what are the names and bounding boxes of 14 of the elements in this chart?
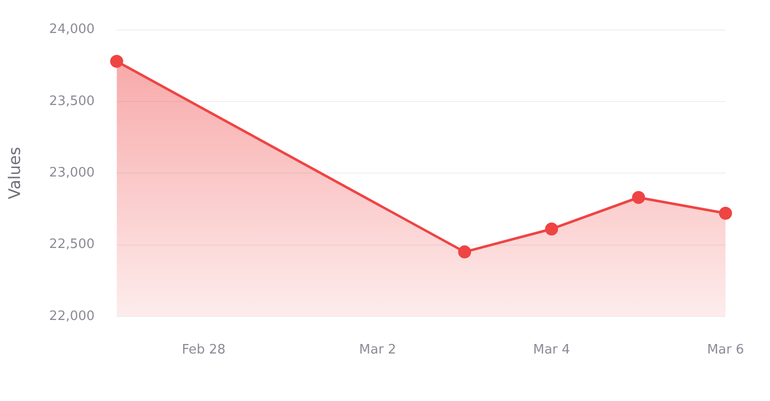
y-tick-label: 23,500 (49, 94, 95, 109)
point (632, 190, 646, 204)
y-tick-label: 23,000 (49, 165, 95, 180)
point (545, 222, 558, 236)
point (458, 245, 472, 258)
y-tick-label: 24,000 (49, 22, 95, 38)
y-tick-label: 22,500 (49, 237, 95, 252)
x-tick-label: Feb 28 (182, 342, 226, 358)
y-axis-title: Values (4, 146, 24, 200)
x-tick-label: Mar 6 (707, 342, 744, 358)
point (719, 206, 732, 220)
x-tick-label: Mar 4 (533, 342, 570, 358)
y-tick-label: 22,000 (49, 308, 95, 324)
x-tick-label: Mar 2 (359, 342, 396, 358)
